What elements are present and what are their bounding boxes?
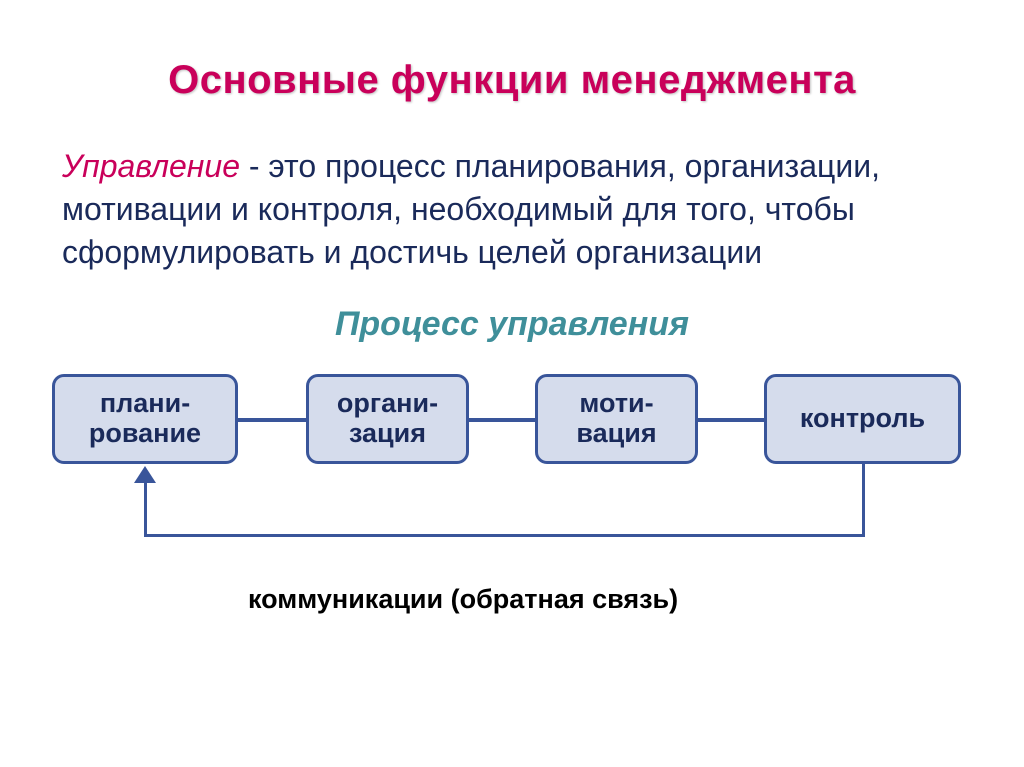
process-flow-diagram: плани-рование органи-зация моти-вация контр…: [0, 374, 1024, 654]
flow-node-organization: органи-зация: [306, 374, 469, 464]
feedback-line-left: [144, 482, 147, 537]
flow-node-planning: плани-рование: [52, 374, 238, 464]
node-label-line1: моти-: [579, 389, 653, 419]
node-label-line1: плани-: [100, 389, 190, 419]
node-label-line1: контроль: [800, 404, 925, 434]
connector-motivation-control: [698, 418, 764, 422]
feedback-label: коммуникации (обратная связь): [248, 584, 678, 615]
page-title: Основные функции менеджмента: [0, 0, 1024, 103]
connector-organization-motivation: [469, 418, 535, 422]
feedback-arrowhead-icon: [134, 466, 156, 483]
definition-paragraph: Управление - это процесс планирования, о…: [0, 103, 1024, 275]
node-label-line2: рование: [89, 419, 201, 449]
flow-subtitle: Процесс управления: [0, 305, 1024, 344]
feedback-line-bottom: [144, 534, 865, 537]
flow-node-motivation: моти-вация: [535, 374, 698, 464]
connector-planning-organization: [238, 418, 306, 422]
definition-lead: Управление: [62, 148, 240, 184]
flow-node-control: контроль: [764, 374, 961, 464]
node-label-line2: вация: [576, 419, 656, 449]
node-label-line1: органи-: [337, 389, 438, 419]
node-label-line2: зация: [349, 419, 426, 449]
feedback-line-right: [862, 464, 865, 534]
